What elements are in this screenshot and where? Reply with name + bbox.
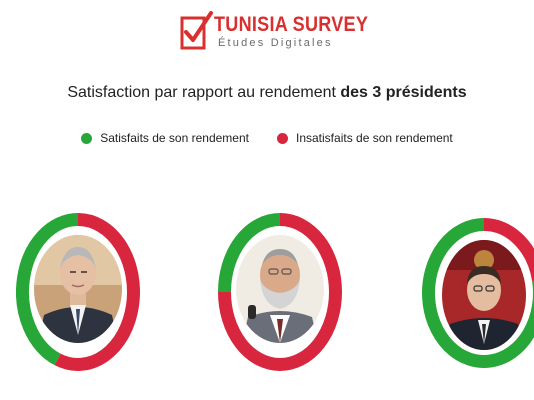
chart-title-prefix: Satisfaction par rapport au rendement — [67, 84, 341, 101]
legend-label-satisfied: Satisfaits de son rendement — [100, 131, 249, 145]
portrait-president-2 — [236, 235, 324, 343]
donut-president-1 — [16, 213, 140, 371]
donut-1-dissatisfied-segment — [54, 213, 140, 371]
donut-1-satisfied-segment — [16, 213, 79, 366]
logo-name: TUNISIA SURVEY — [214, 13, 369, 36]
legend-item-dissatisfied: Insatisfaits de son rendement — [277, 131, 453, 145]
donut-2-dissatisfied-segment — [218, 213, 342, 371]
chart-title: Satisfaction par rapport au rendement de… — [0, 84, 534, 102]
logo: TUNISIA SURVEY Études Digitales — [180, 10, 368, 54]
chart-title-bold: des 3 présidents — [340, 84, 467, 101]
donut-3-satisfied-segment — [422, 218, 534, 368]
legend: Satisfaits de son rendement Insatisfaits… — [0, 131, 534, 145]
donut-2-satisfied-segment — [218, 213, 281, 293]
portrait-president-1 — [34, 235, 122, 343]
portrait-president-3 — [442, 240, 526, 350]
legend-dot-dissatisfied — [277, 132, 288, 144]
legend-item-satisfied: Satisfaits de son rendement — [81, 131, 249, 145]
donut-president-2 — [218, 213, 342, 371]
legend-dot-satisfied — [81, 132, 93, 144]
legend-label-dissatisfied: Insatisfaits de son rendement — [296, 131, 453, 145]
donut-3-dissatisfied-segment — [483, 218, 534, 282]
logo-tagline: Études Digitales — [218, 37, 333, 49]
donut-president-3 — [422, 218, 534, 368]
checkmark-box-icon — [180, 11, 213, 50]
